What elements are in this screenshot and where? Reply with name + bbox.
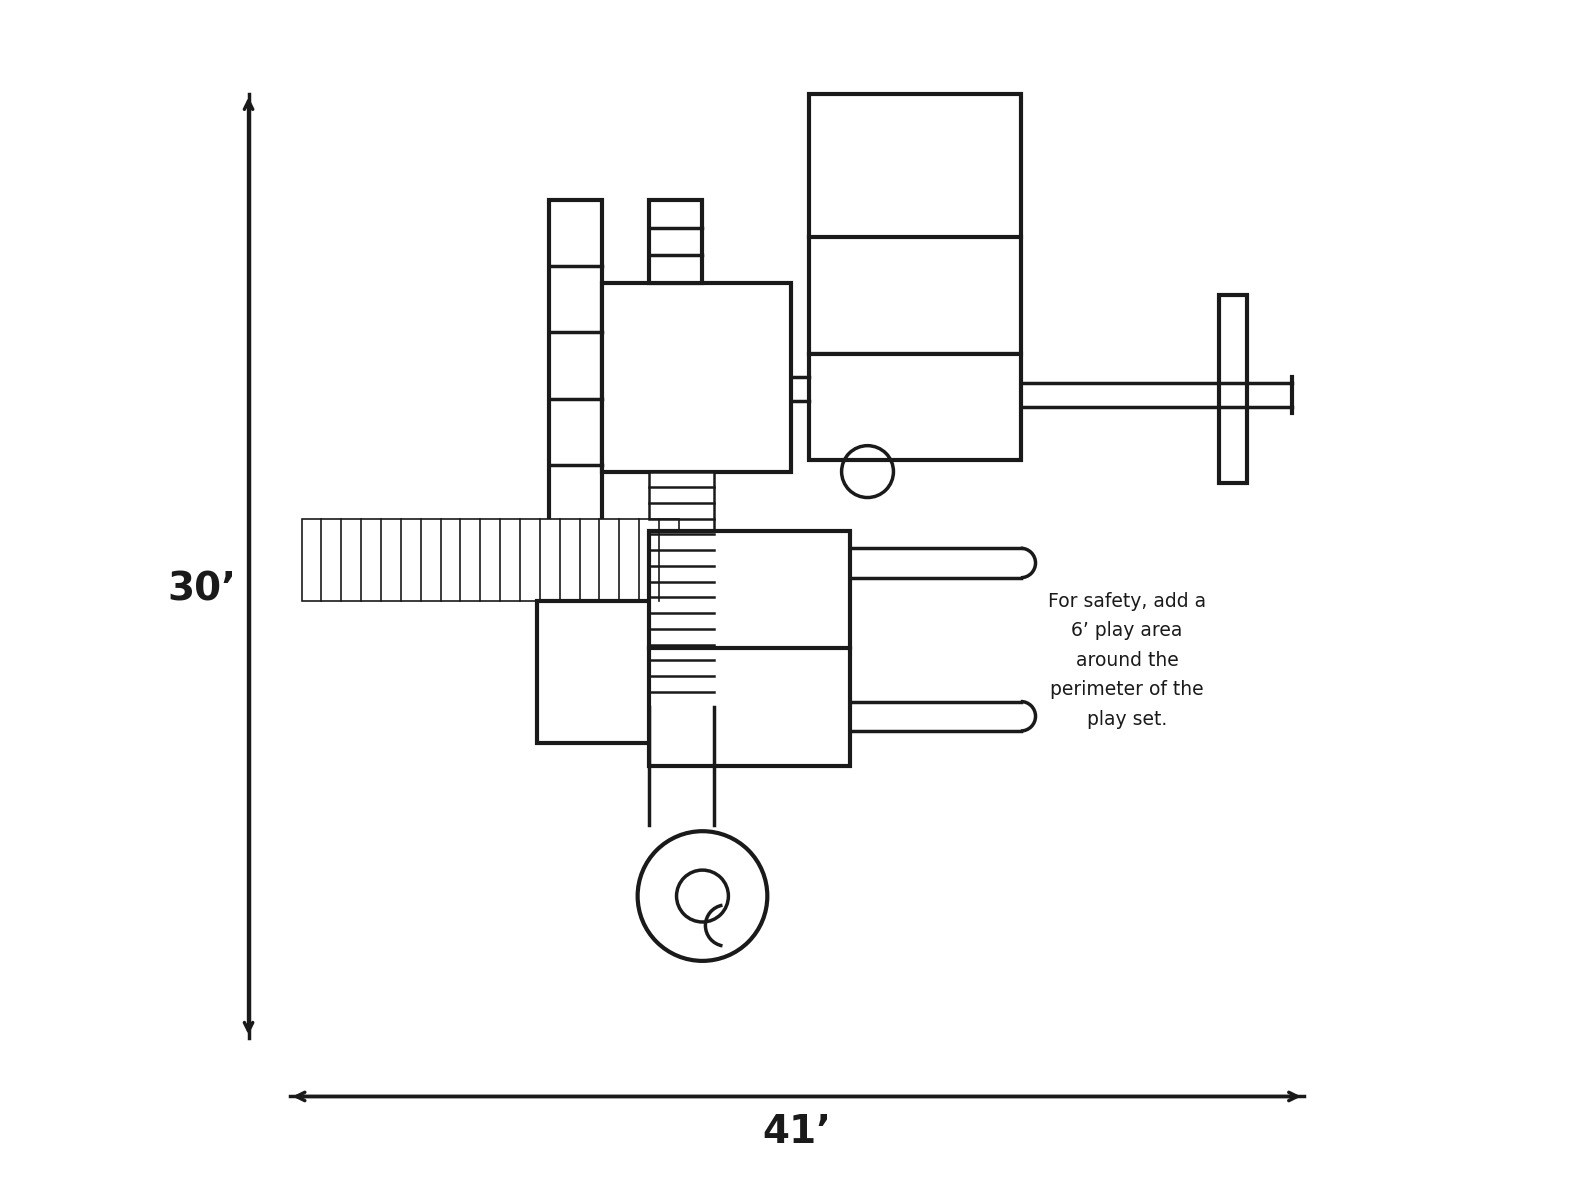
Bar (603, 283, 791, 472)
Bar (809, 354, 1021, 460)
Bar (650, 472, 714, 707)
Bar (1218, 295, 1247, 483)
Bar (650, 200, 702, 283)
Text: 41’: 41’ (763, 1113, 831, 1151)
Text: 30’: 30’ (168, 571, 237, 608)
Bar (550, 200, 603, 531)
Bar (650, 531, 849, 766)
Bar (809, 94, 1021, 354)
Text: For safety, add a
6’ play area
around the
perimeter of the
play set.: For safety, add a 6’ play area around th… (1047, 592, 1206, 729)
Bar (301, 519, 678, 601)
Bar (537, 601, 678, 743)
